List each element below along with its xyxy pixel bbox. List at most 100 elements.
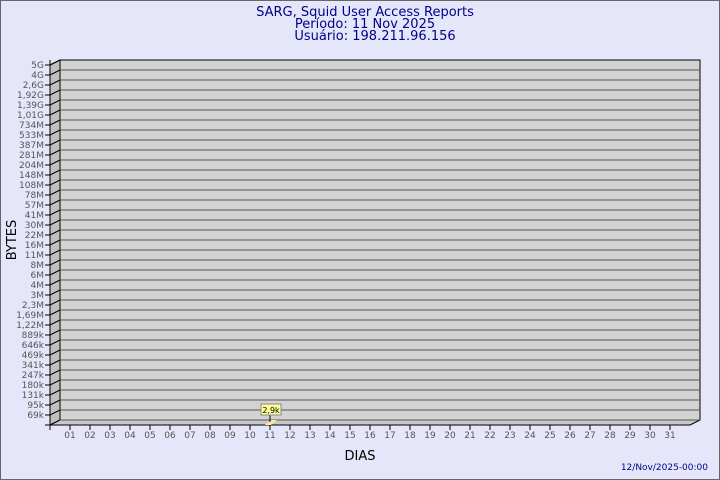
y-tick-label: 341k: [22, 361, 45, 371]
y-tick-diag: [49, 89, 61, 96]
y-tick-label: 387M: [19, 141, 44, 151]
y-tick-diag: [49, 99, 61, 106]
x-tick-label: 30: [644, 431, 656, 441]
y-tick-diag: [49, 169, 61, 176]
y-tick-label: 78M: [25, 191, 44, 201]
y-tick-diag: [49, 139, 61, 146]
y-tick-label: 1,22M: [16, 321, 44, 331]
y-tick-diag: [49, 289, 61, 296]
y-tick-label: 148M: [19, 171, 44, 181]
x-tick-label: 21: [464, 431, 475, 441]
x-tick-label: 19: [424, 431, 436, 441]
y-tick-label: 8M: [31, 261, 45, 271]
y-tick-label: 5G: [31, 61, 44, 71]
y-tick-label: 1,92G: [17, 91, 44, 101]
x-tick-label: 25: [544, 431, 555, 441]
x-tick-label: 01: [64, 431, 75, 441]
x-tick-label: 09: [224, 431, 236, 441]
y-tick-label: 1,69M: [16, 311, 44, 321]
x-tick-label: 23: [504, 431, 515, 441]
x-tick-label: 13: [304, 431, 315, 441]
x-tick-label: 07: [184, 431, 195, 441]
y-tick-diag: [49, 259, 61, 266]
y-tick-diag: [49, 109, 61, 116]
y-tick-diag: [49, 359, 61, 366]
y-tick-diag: [49, 279, 61, 286]
y-tick-diag: [49, 69, 61, 76]
y-tick-diag: [49, 369, 61, 376]
x-tick-label: 17: [384, 431, 395, 441]
y-tick-label: 1,39G: [17, 101, 44, 111]
floor: [49, 419, 701, 426]
y-tick-diag: [49, 229, 61, 236]
y-tick-diag: [49, 189, 61, 196]
x-tick-label: 03: [104, 431, 115, 441]
footer-date: 12/Nov/2025-00:00: [621, 463, 708, 473]
y-tick-diag: [49, 329, 61, 336]
y-tick-diag: [49, 79, 61, 86]
x-tick-label: 27: [584, 431, 595, 441]
y-tick-label: 4G: [31, 71, 44, 81]
y-tick-label: 2,6G: [23, 81, 44, 91]
x-axis-label: DIAS: [345, 449, 376, 464]
x-tick-label: 20: [444, 431, 456, 441]
chart-title: SARG, Squid User Access Reports: [256, 5, 474, 20]
y-tick-diag: [49, 389, 61, 396]
y-tick-label: 734M: [19, 121, 44, 131]
y-tick-diag: [49, 269, 61, 276]
y-tick-diag: [49, 219, 61, 226]
x-tick-label: 26: [564, 431, 576, 441]
y-tick-label: 469k: [22, 351, 45, 361]
y-tick-diag: [49, 179, 61, 186]
y-axis-label: BYTES: [5, 220, 20, 261]
y-tick-diag: [49, 199, 61, 206]
y-tick-diag: [49, 399, 61, 406]
x-tick-label: 02: [84, 431, 95, 441]
y-tick-label: 131k: [22, 391, 45, 401]
x-tick-label: 04: [124, 431, 136, 441]
y-tick-label: 57M: [25, 201, 44, 211]
x-tick-label: 12: [284, 431, 295, 441]
y-tick-label: 16M: [25, 241, 44, 251]
y-tick-label: 30M: [25, 221, 44, 231]
bar: [265, 420, 277, 425]
x-tick-label: 22: [484, 431, 495, 441]
y-tick-label: 41M: [25, 211, 44, 221]
x-tick-label: 24: [524, 431, 536, 441]
y-tick-diag: [49, 119, 61, 126]
y-tick-diag: [49, 349, 61, 356]
chart-user: Usuário: 198.211.96.156: [294, 29, 455, 44]
x-tick-label: 31: [664, 431, 675, 441]
y-tick-label: 247k: [22, 371, 45, 381]
x-tick-label: 08: [204, 431, 216, 441]
y-tick-label: 69k: [27, 411, 44, 421]
bar-label: 2,9k: [262, 406, 280, 415]
x-tick-label: 11: [264, 431, 275, 441]
x-tick-label: 10: [244, 431, 256, 441]
y-tick-diag: [49, 299, 61, 306]
x-tick-label: 15: [344, 431, 355, 441]
y-tick-label: 6M: [31, 271, 45, 281]
x-tick-label: 29: [624, 431, 636, 441]
y-tick-diag: [49, 209, 61, 216]
y-tick-diag: [49, 149, 61, 156]
y-tick-diag: [49, 339, 61, 346]
y-tick-label: 204M: [19, 161, 44, 171]
y-tick-label: 4M: [31, 281, 45, 291]
x-tick-label: 14: [324, 431, 336, 441]
y-tick-diag: [49, 159, 61, 166]
y-tick-label: 108M: [19, 181, 44, 191]
bar-label-box: [260, 403, 282, 416]
y-tick-label: 2,3M: [22, 301, 44, 311]
y-tick-label: 22M: [25, 231, 44, 241]
x-tick-label: 18: [404, 431, 416, 441]
y-tick-diag: [49, 379, 61, 386]
x-tick-label: 05: [144, 431, 155, 441]
y-tick-diag: [49, 59, 61, 66]
y-tick-diag: [49, 239, 61, 246]
y-tick-label: 3M: [31, 291, 45, 301]
y-tick-diag: [49, 309, 61, 316]
x-tick-label: 28: [604, 431, 616, 441]
y-tick-diag: [49, 249, 61, 256]
